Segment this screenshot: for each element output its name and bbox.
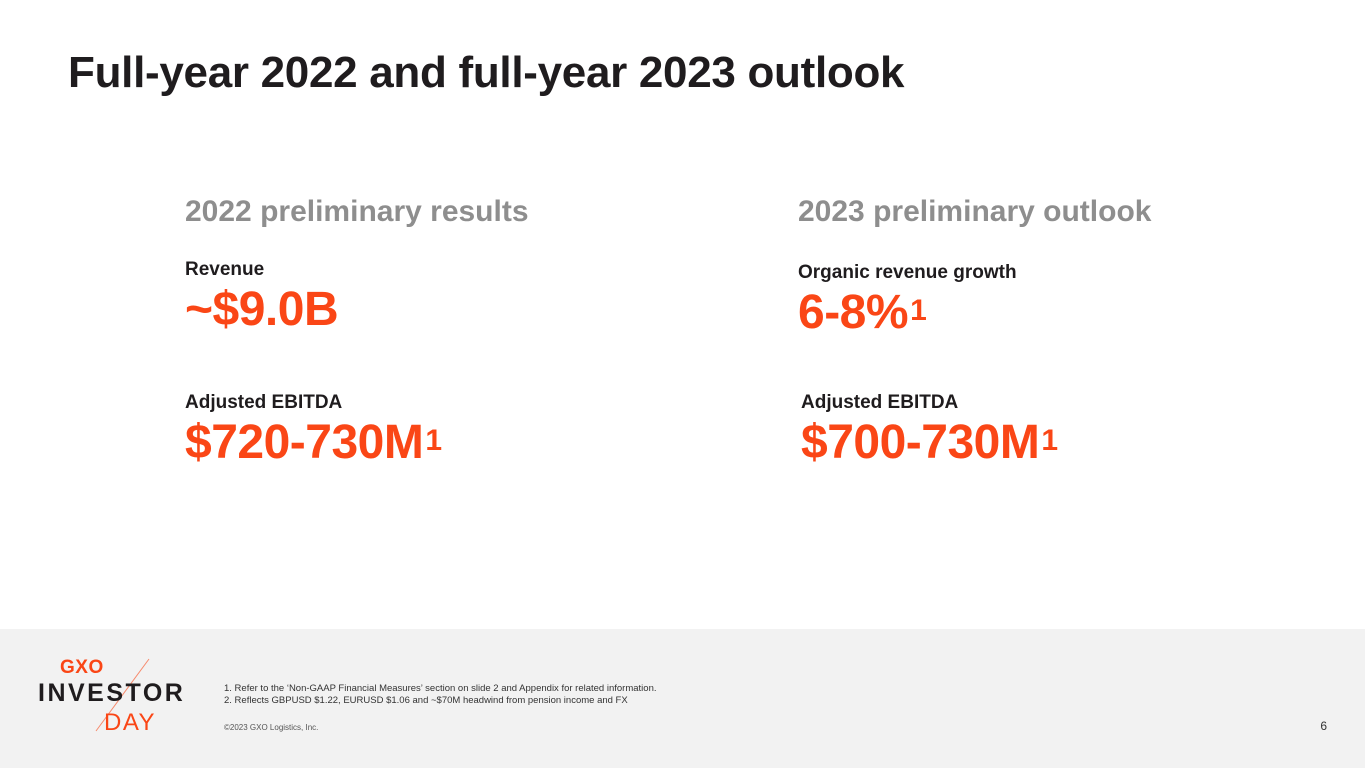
- organic-revenue-growth-metric: Organic revenue growth 6-8%1: [798, 261, 1017, 341]
- slide-title: Full-year 2022 and full-year 2023 outloo…: [68, 48, 905, 97]
- footnote: 1. Refer to the ‘Non-GAAP Financial Meas…: [224, 683, 657, 694]
- results-2022-heading: 2022 preliminary results: [185, 195, 529, 228]
- footnote-marker: 1: [910, 294, 927, 327]
- revenue-metric: Revenue ~$9.0B: [185, 258, 339, 338]
- logo-investor-text: INVESTOR: [38, 679, 186, 707]
- page-number: 6: [1320, 719, 1327, 733]
- metric-label: Adjusted EBITDA: [185, 392, 343, 413]
- results-2022-column: 2022 preliminary results Revenue ~$9.0B …: [185, 190, 625, 469]
- footnotes: 1. Refer to the ‘Non-GAAP Financial Meas…: [224, 683, 657, 707]
- metric-value: ~$9.0B: [185, 283, 339, 336]
- copyright: ©2023 GXO Logistics, Inc.: [224, 723, 319, 732]
- metric-value: $700-730M1: [801, 416, 1058, 469]
- logo-brand: GXO: [60, 657, 104, 678]
- metric-value: 6-8%1: [798, 286, 927, 339]
- adjusted-ebitda-2023-metric: Adjusted EBITDA $700-730M1: [801, 391, 1058, 471]
- logo-day-text: DAY: [104, 709, 157, 736]
- metric-label: Revenue: [185, 259, 265, 280]
- outlook-2023-column: 2023 preliminary outlook Organic revenue…: [798, 190, 1238, 469]
- logo-slash-icon: [95, 658, 150, 732]
- footnote-marker: 1: [425, 424, 442, 457]
- adjusted-ebitda-2022-metric: Adjusted EBITDA $720-730M1: [185, 391, 442, 471]
- footnote-marker: 1: [1041, 424, 1058, 457]
- metric-label: Organic revenue growth: [798, 262, 1017, 283]
- footnote: 2. Reflects GBPUSD $1.22, EURUSD $1.06 a…: [224, 695, 628, 706]
- investor-day-logo: GXO INVESTOR DAY: [38, 657, 208, 737]
- outlook-2023-heading: 2023 preliminary outlook: [798, 195, 1152, 228]
- slide-footer: GXO INVESTOR DAY 1. Refer to the ‘Non-GA…: [0, 629, 1365, 768]
- metric-value: $720-730M1: [185, 416, 442, 469]
- metric-label: Adjusted EBITDA: [801, 392, 959, 413]
